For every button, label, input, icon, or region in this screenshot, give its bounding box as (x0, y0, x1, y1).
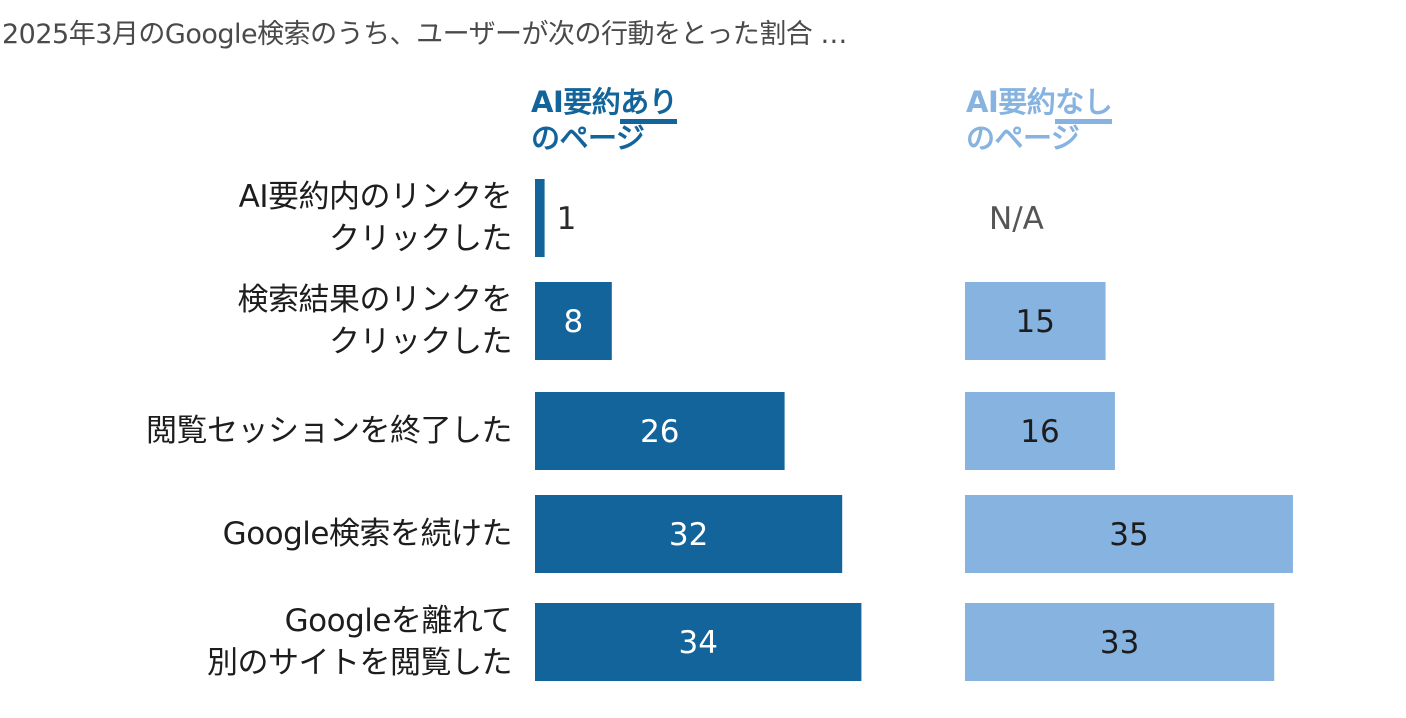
bar (535, 603, 862, 681)
category-label: 検索結果のリンクをクリックした (72, 279, 513, 363)
bar (965, 282, 1106, 360)
legend-without-summary-suffix: のページ (966, 121, 1080, 155)
category-label-line: Googleを離れて (284, 603, 513, 639)
data-label: 8 (564, 304, 584, 340)
category-label: Googleを離れて別のサイトを閲覧した (72, 600, 513, 684)
bar (965, 495, 1293, 573)
category-label-line: 閲覧セッションを終了した (146, 413, 513, 449)
chart-title: 2025年3月のGoogle検索のうち、ユーザーが次の行動をとった割合 … (2, 19, 847, 50)
legend-with-summary-suffix: のページ (531, 121, 645, 155)
legend-with-summary: AI要約あり のページ (531, 84, 678, 156)
data-label: 33 (1100, 625, 1139, 661)
category-label-line: 別のサイトを閲覧した (207, 645, 513, 681)
legend-without-summary-prefix: AI要約 (966, 85, 1056, 119)
data-label: 26 (640, 414, 679, 450)
bar (965, 392, 1115, 470)
category-label: 閲覧セッションを終了した (72, 410, 513, 452)
data-label: 32 (669, 517, 708, 553)
category-label-line: 検索結果のリンクを (237, 282, 513, 318)
legend-without-summary: AI要約なし のページ (966, 84, 1113, 156)
bar (535, 282, 612, 360)
category-label-line: クリックした (329, 221, 513, 257)
legend-with-summary-emphasis: あり (620, 85, 678, 124)
data-label: 16 (1020, 414, 1059, 450)
data-label: 34 (678, 625, 717, 661)
legend-with-summary-prefix: AI要約 (531, 85, 621, 119)
category-label: AI要約内のリンクをクリックした (72, 176, 513, 260)
bar (535, 392, 785, 470)
data-label-na: N/A (989, 201, 1044, 237)
bar (535, 495, 843, 573)
bar (965, 603, 1275, 681)
data-label: 15 (1016, 304, 1055, 340)
category-label-line: Google検索を続けた (222, 516, 513, 552)
category-label-line: クリックした (329, 324, 513, 360)
category-label-line: AI要約内のリンクを (238, 179, 513, 215)
category-label: Google検索を続けた (72, 513, 513, 555)
legend-without-summary-emphasis: なし (1055, 85, 1113, 124)
bar (535, 179, 545, 257)
data-label: 1 (557, 201, 577, 237)
data-label: 35 (1109, 517, 1148, 553)
